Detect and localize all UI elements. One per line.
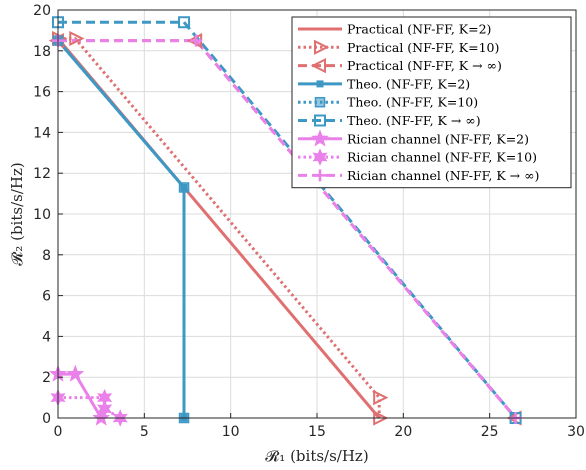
- x-tick-label: 30: [567, 424, 585, 440]
- legend-marker-rician-channel-nf-ff-k-10: [312, 148, 328, 166]
- legend-entry-theo-nf-ff-k-2: Theo. (NF-FF, K=2): [347, 76, 470, 91]
- legend-marker-practical-nf-ff-k-10: [314, 39, 330, 55]
- series-line-theo-nf-ff-k-10: [56, 39, 186, 418]
- y-tick-label: 10: [33, 207, 51, 223]
- data-point-theo-nf-ff-k-10: [178, 182, 190, 193]
- legend-entry-rician-channel-nf-ff-k-10: Rician channel (NF-FF, K=10): [347, 150, 537, 165]
- legend-entry-practical-nf-ff-k: Practical (NF-FF, K → ∞): [347, 58, 502, 73]
- legend-marker-rician-channel-nf-ff-k: [314, 169, 326, 182]
- x-tick-label: 5: [140, 424, 149, 440]
- data-point-practical-nf-ff-k-10: [373, 389, 389, 406]
- series-line-theo-nf-ff-k: [58, 20, 517, 419]
- y-tick-label: 12: [33, 166, 51, 182]
- series-line-theo-nf-ff-k-2: [56, 39, 186, 418]
- y-tick-label: 14: [33, 125, 51, 141]
- x-tick-label: 0: [54, 424, 63, 440]
- y-tick-label: 20: [33, 3, 51, 19]
- x-tick-label: 20: [394, 424, 412, 440]
- legend-marker-rician-channel-nf-ff-k-2: [311, 129, 329, 147]
- y-tick-label: 6: [42, 289, 51, 305]
- y-tick-label: 4: [42, 329, 51, 345]
- y-tick-label: 8: [42, 248, 51, 264]
- legend-entry-theo-nf-ff-k-10: Theo. (NF-FF, K=10): [347, 95, 478, 110]
- y-tick-label: 2: [42, 370, 51, 386]
- data-point-rician-channel-nf-ff-k: [190, 34, 203, 47]
- series-line-rician-channel-nf-ff-k: [58, 39, 517, 419]
- legend-entry-rician-channel-nf-ff-k-2: Rician channel (NF-FF, K=2): [347, 131, 529, 146]
- legend: Practical (NF-FF, K=2) Practical (NF-FF, …: [291, 16, 572, 189]
- x-tick-label: 25: [481, 424, 499, 440]
- tick-labels: 0 5 10 15 20 25 30 0 2 4 6 8 10 12 14 16 18 20: [33, 3, 585, 440]
- y-tick-label: 0: [42, 411, 51, 427]
- legend-marker-theo-nf-ff-k-10: [314, 96, 326, 108]
- legend-entry-practical-nf-ff-k-2: Practical (NF-FF, K=2): [347, 22, 491, 37]
- legend-marker-theo-nf-ff-k: [314, 114, 326, 127]
- x-tick-label: 15: [308, 424, 326, 440]
- data-point-rician-channel-nf-ff-k-2: [92, 408, 111, 426]
- legend-marker-theo-nf-ff-k-2: [316, 80, 324, 88]
- data-point-rician-channel-nf-ff-k-2: [66, 364, 85, 382]
- y-tick-label: 16: [33, 85, 51, 101]
- legend-entry-theo-nf-ff-k: Theo. (NF-FF, K → ∞): [347, 113, 481, 128]
- data-point-theo-nf-ff-k: [178, 16, 191, 29]
- x-axis-label: 𝓡₁ (bits/s/Hz): [265, 447, 368, 465]
- y-tick-label: 18: [33, 44, 51, 60]
- x-tick-label: 10: [222, 424, 240, 440]
- legend-marker-practical-nf-ff-k: [310, 57, 326, 74]
- legend-entry-rician-channel-nf-ff-k: Rician channel (NF-FF, K → ∞): [347, 168, 539, 183]
- legend-entry-practical-nf-ff-k-10: Practical (NF-FF, K=10): [347, 40, 499, 55]
- data-point-practical-nf-ff-k-10: [69, 30, 85, 47]
- data-point-rician-channel-nf-ff-k-10: [97, 400, 113, 418]
- series-line-rician-channel-nf-ff-k-10: [58, 396, 121, 420]
- y-axis-label: 𝓡₂ (bits/s/Hz): [8, 162, 26, 265]
